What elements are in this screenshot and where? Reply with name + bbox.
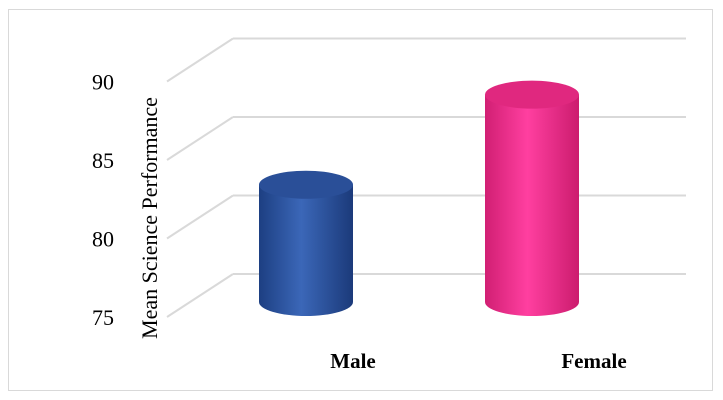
category-label-male: Male	[330, 349, 375, 373]
gridlines	[166, 37, 686, 318]
y-tick-label: 90	[92, 70, 114, 95]
gridline-diagonal	[166, 116, 234, 161]
y-tick-labels: 75 80 85 90	[92, 70, 114, 331]
category-label-female: Female	[561, 349, 626, 373]
y-tick-label: 85	[92, 148, 114, 173]
gridline-diagonal	[166, 194, 234, 240]
gridline-diagonal	[166, 273, 234, 318]
bar-top	[485, 80, 579, 109]
y-axis-label: Mean Science Performance	[137, 97, 162, 339]
y-tick-label: 80	[92, 227, 114, 252]
chart-frame	[8, 9, 713, 391]
bar-body	[259, 184, 353, 316]
bar-body	[485, 94, 579, 317]
bar-top	[259, 170, 353, 199]
y-tick-label: 75	[92, 305, 114, 330]
gridline-diagonal	[166, 37, 234, 83]
bar-male	[259, 170, 353, 316]
bars	[259, 80, 579, 317]
bar-female	[485, 80, 579, 317]
